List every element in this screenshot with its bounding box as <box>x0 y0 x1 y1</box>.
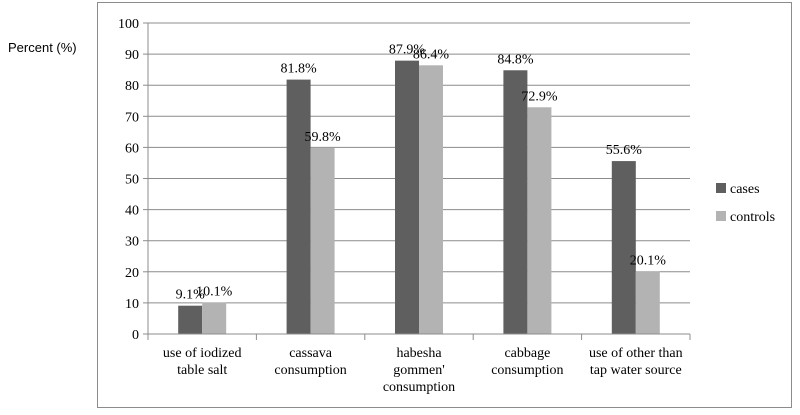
category-label-line: consumption <box>383 380 455 395</box>
data-label-controls: 72.9% <box>521 89 558 104</box>
legend-label-cases: cases <box>730 182 760 197</box>
legend-label-controls: controls <box>730 210 775 225</box>
y-tick-label: 10 <box>125 297 139 312</box>
data-label-cases: 55.6% <box>606 143 643 158</box>
category-label: use of other than tap water source <box>589 346 683 378</box>
y-tick-label: 70 <box>125 110 139 125</box>
y-axis-title: Percent (%) <box>8 40 77 55</box>
data-label-controls: 20.1% <box>630 253 667 268</box>
y-axis-ticks: 0 10 20 30 40 50 60 70 80 90 100 <box>118 17 149 343</box>
bar-controls <box>310 148 335 334</box>
category-label-line: table salt <box>177 363 227 378</box>
y-tick-label: 40 <box>125 204 139 219</box>
category-label-line: habesha <box>396 346 442 361</box>
data-label-cases: 81.8% <box>281 62 318 77</box>
y-tick-label: 60 <box>125 141 139 156</box>
bar-controls <box>527 107 552 334</box>
bar-cases <box>611 161 636 334</box>
legend: cases controls <box>716 182 775 225</box>
y-tick-label: 50 <box>125 173 139 188</box>
y-tick-label: 20 <box>125 266 139 281</box>
category-label-line: use of iodized <box>163 346 242 361</box>
category-label-line: use of other than <box>589 346 683 361</box>
category-label: habesha gommen' consumption <box>383 346 455 395</box>
category-label: use of iodized table salt <box>163 346 242 378</box>
bar-cases <box>503 70 528 334</box>
chart-frame <box>97 2 792 408</box>
data-label-controls: 86.4% <box>413 47 450 62</box>
legend-swatch-controls <box>716 211 726 221</box>
bar-cases <box>395 60 419 334</box>
data-label-cases: 9.1% <box>176 288 206 303</box>
legend-swatch-cases <box>716 183 726 193</box>
category-label-line: consumption <box>274 363 346 378</box>
category-labels: use of iodized table salt cassava consumpti… <box>163 346 683 395</box>
category-label-line: cabbage <box>504 346 550 361</box>
y-tick-label: 0 <box>132 328 139 343</box>
data-label-cases: 87.9% <box>389 43 426 58</box>
x-axis <box>147 333 691 340</box>
y-tick-label: 80 <box>125 79 139 94</box>
data-label-controls: 10.1% <box>196 285 233 300</box>
category-label-line: cassava <box>289 346 333 361</box>
bars <box>178 60 660 335</box>
category-label-line: tap water source <box>590 363 682 378</box>
y-tick-label: 90 <box>125 48 139 63</box>
y-tick-label: 100 <box>118 17 139 32</box>
bar-controls <box>635 271 660 334</box>
data-labels: 9.1% 81.8% 87.9% 84.8% 55.6% 10.1% 59.8% 86.4% 7… <box>176 43 667 303</box>
bar-cases <box>178 305 203 334</box>
bar-controls <box>419 65 443 335</box>
bar-controls <box>202 302 227 334</box>
category-label-line: consumption <box>491 363 563 378</box>
category-label: cabbage consumption <box>491 346 563 378</box>
category-label: cassava consumption <box>274 346 346 378</box>
y-tick-label: 30 <box>125 235 139 250</box>
bar-cases <box>286 79 311 335</box>
data-label-controls: 59.8% <box>305 130 342 145</box>
category-label-line: gommen' <box>393 363 445 378</box>
data-label-cases: 84.8% <box>497 52 534 67</box>
